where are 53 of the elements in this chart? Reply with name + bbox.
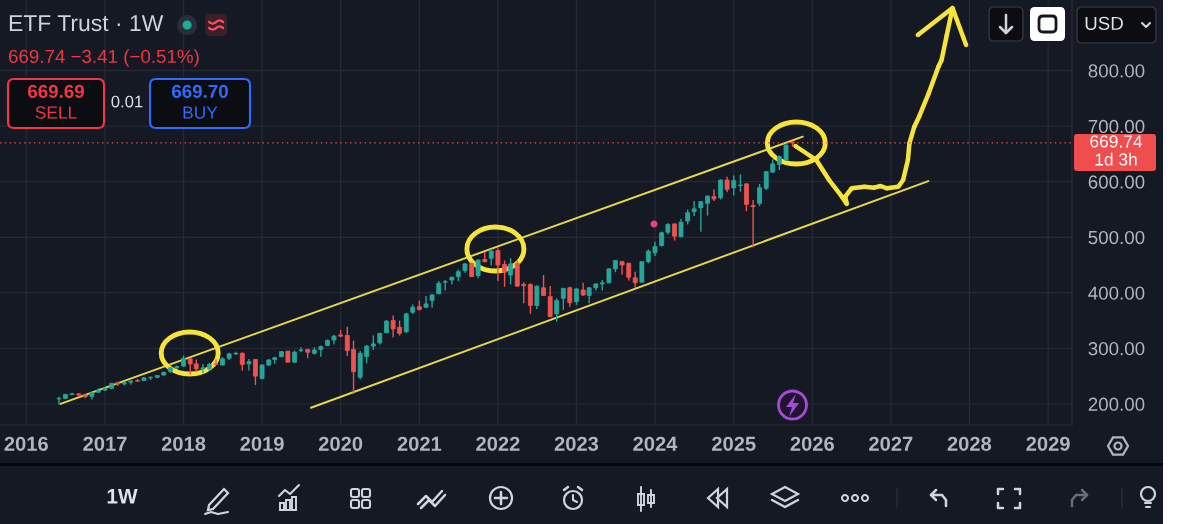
candlestick	[691, 200, 697, 217]
candlestick	[213, 358, 219, 366]
x-tick-label: 2027	[869, 436, 913, 451]
y-tick-label: 200.00	[1088, 397, 1145, 411]
x-tick-label: 2016	[4, 436, 48, 451]
x-tick-label: 2017	[83, 436, 127, 451]
candlestick	[750, 199, 756, 248]
annotation: 0.01	[111, 95, 143, 108]
text: ETF Trust · 1W	[9, 15, 164, 32]
candlestick	[698, 200, 704, 233]
text: USD	[1085, 16, 1123, 31]
x-tick-label: 2026	[790, 436, 834, 451]
candlestick	[252, 358, 258, 386]
x-tick-label: 2018	[161, 436, 206, 451]
annotation: 669.69	[28, 84, 84, 99]
x-tick-label: 2025	[712, 436, 756, 451]
candlestick	[527, 282, 533, 315]
candlestick	[718, 178, 724, 201]
candlestick	[711, 188, 717, 202]
annotation: BUY	[183, 106, 218, 119]
candlestick	[705, 194, 710, 217]
candlestick	[239, 351, 245, 372]
candlestick	[547, 285, 553, 318]
x-tick-label: 2029	[1026, 436, 1070, 451]
candlestick	[744, 182, 749, 212]
candlestick	[731, 174, 737, 197]
text: 669.74 −3.41 (−0.51%)	[8, 49, 199, 67]
y-tick-label: 600.00	[1088, 175, 1145, 189]
candlestick	[560, 287, 566, 311]
x-tick-label: 2028	[947, 436, 992, 451]
candlestick	[475, 258, 481, 280]
y-tick-label: 500.00	[1088, 230, 1145, 245]
x-tick-label: 2019	[240, 436, 284, 451]
text: 1W	[107, 489, 138, 504]
candlestick	[757, 183, 762, 207]
text: 1d 3h	[1095, 152, 1137, 166]
ref-line-label: 669.74	[1090, 135, 1143, 148]
x-tick-label: 2023	[554, 436, 599, 451]
y-tick-label: 400.00	[1088, 286, 1145, 300]
candlestick	[554, 297, 560, 323]
candlestick	[534, 284, 540, 310]
y-tick-label: 300.00	[1088, 342, 1145, 356]
candlestick	[541, 274, 546, 297]
annotation: 669.70	[172, 84, 228, 99]
candlestick	[508, 257, 514, 286]
y-tick-label: 700.00	[1088, 119, 1145, 134]
candlestick	[246, 358, 252, 372]
x-tick-label: 2024	[633, 436, 678, 451]
x-tick-label: 2022	[476, 436, 520, 451]
annotation: SELL	[35, 106, 77, 119]
x-tick-label: 2021	[397, 436, 442, 451]
x-tick-label: 2020	[318, 436, 363, 451]
y-tick-label: 800.00	[1088, 64, 1145, 78]
